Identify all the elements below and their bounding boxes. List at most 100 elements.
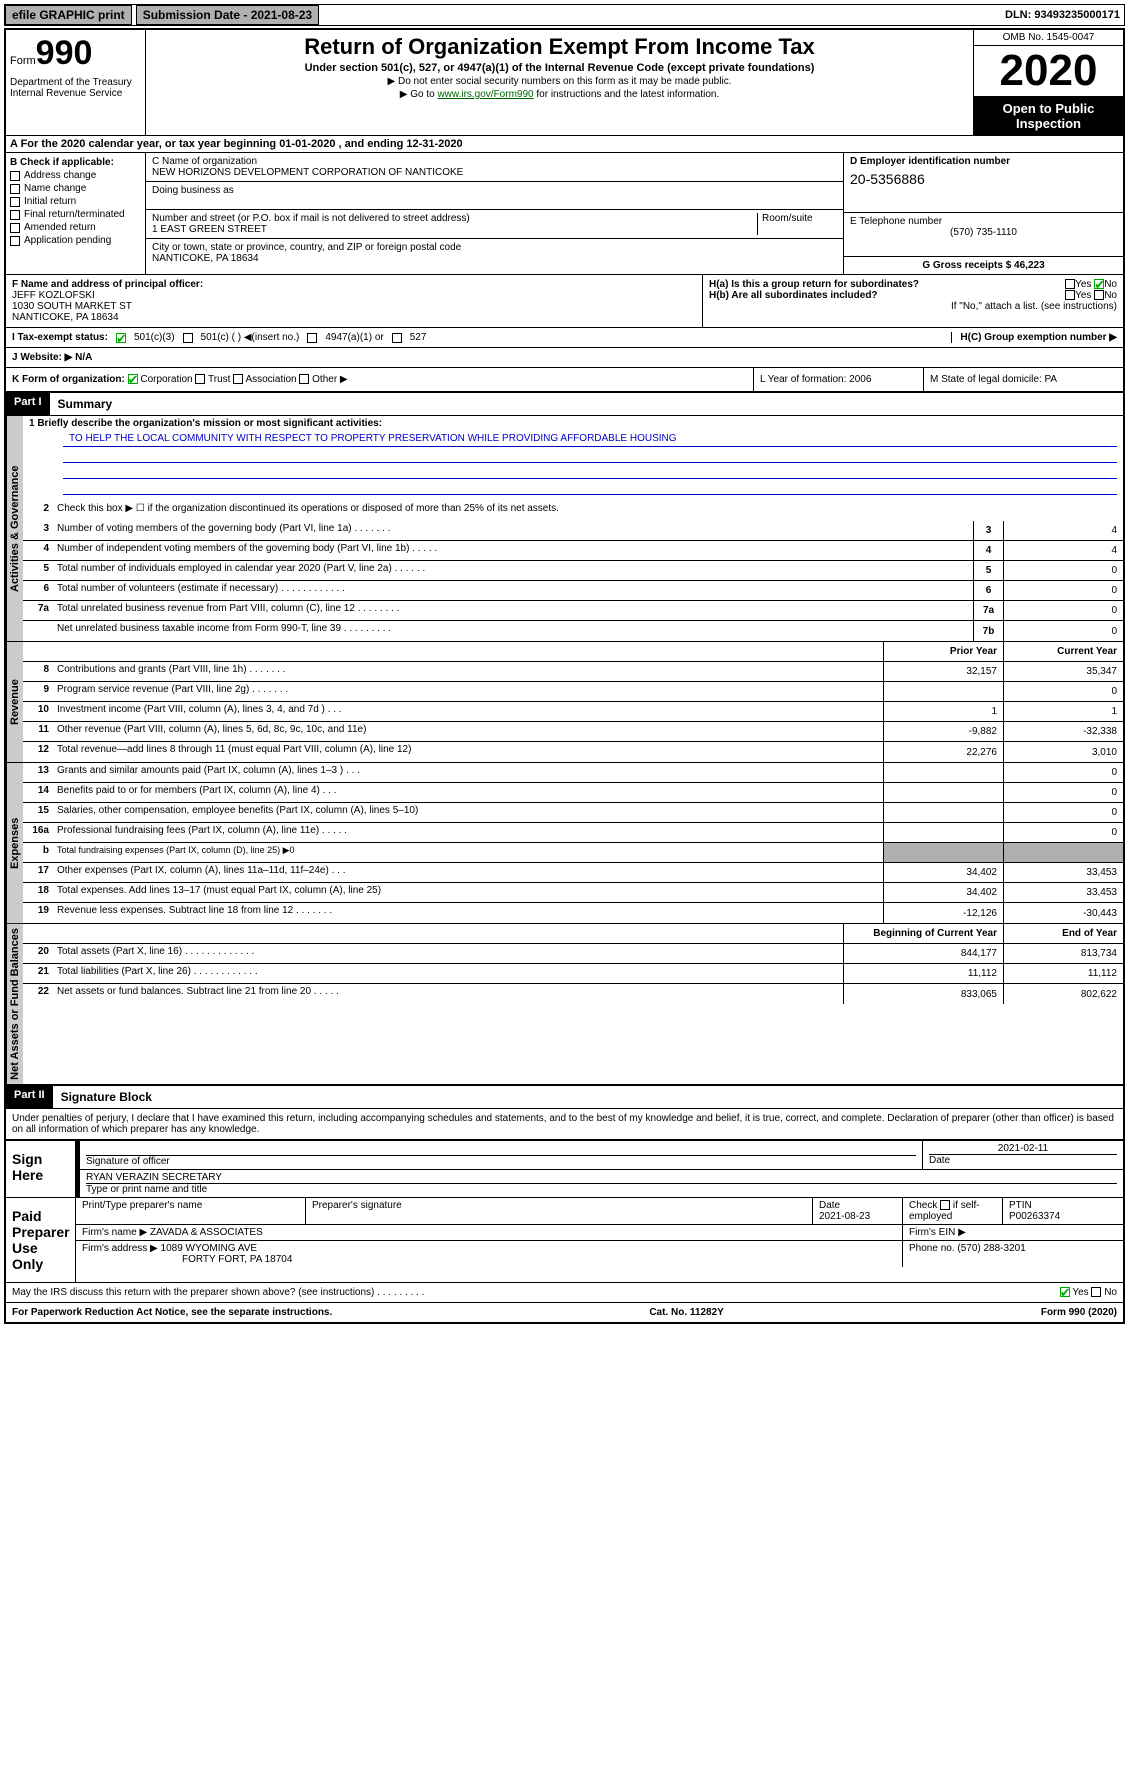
gross-receipts: G Gross receipts $ 46,223 [850,260,1117,271]
current-val: -32,338 [1003,722,1123,741]
line-desc: Total assets (Part X, line 16) . . . . .… [53,944,843,963]
org-city: NANTICOKE, PA 18634 [152,253,837,264]
discuss-no[interactable] [1091,1287,1101,1297]
line-desc: Total expenses. Add lines 13–17 (must eq… [53,883,883,902]
line-val: 0 [1003,561,1123,580]
chk-corp[interactable] [128,374,138,384]
current-val: 0 [1003,682,1123,701]
prior-val [883,783,1003,802]
current-val: 0 [1003,763,1123,782]
chk-other[interactable] [299,374,309,384]
chk-amended[interactable] [10,223,20,233]
chk-4947[interactable] [307,333,317,343]
line-desc: Number of independent voting members of … [53,541,973,560]
line-desc: Total fundraising expenses (Part IX, col… [53,843,883,862]
chk-501c[interactable] [183,333,193,343]
ptin: P00263374 [1009,1211,1117,1222]
line-desc: Net assets or fund balances. Subtract li… [53,984,843,1004]
current-val: -30,443 [1003,903,1123,923]
prior-val: 22,276 [883,742,1003,762]
line-val: 0 [1003,581,1123,600]
section-revenue: Revenue [6,642,23,762]
col-prior: Prior Year [883,642,1003,661]
line-val: 0 [1003,601,1123,620]
firm-addr2: FORTY FORT, PA 18704 [82,1254,896,1265]
checkbox-col: B Check if applicable: Address change Na… [6,153,146,274]
line-desc: Number of voting members of the governin… [53,521,973,540]
line-box: 7a [973,601,1003,620]
firm-addr1: 1089 WYOMING AVE [161,1243,258,1254]
h-note: If "No," attach a list. (see instruction… [709,301,1117,312]
line-val: 4 [1003,541,1123,560]
irs-link[interactable]: www.irs.gov/Form990 [437,89,533,100]
current-val: 1 [1003,702,1123,721]
section-expenses: Expenses [6,763,23,923]
col-begin: Beginning of Current Year [843,924,1003,943]
section-netassets: Net Assets or Fund Balances [6,924,23,1084]
open-public: Open to Public Inspection [974,97,1123,135]
website-value: N/A [75,352,92,363]
current-val: 35,347 [1003,662,1123,681]
current-val: 33,453 [1003,883,1123,902]
firm-name: ZAVADA & ASSOCIATES [150,1227,263,1238]
line1-label: 1 Briefly describe the organization's mi… [23,416,1123,431]
prior-val [883,823,1003,842]
footer-paperwork: For Paperwork Reduction Act Notice, see … [12,1307,332,1318]
footer-form: Form 990 (2020) [1041,1307,1117,1318]
line-box: 6 [973,581,1003,600]
addr-label: Number and street (or P.O. box if mail i… [152,213,757,224]
prior-val: 34,402 [883,863,1003,882]
city-label: City or town, state or province, country… [152,242,837,253]
begin-val: 11,112 [843,964,1003,983]
subdate-btn[interactable]: Submission Date - 2021-08-23 [136,5,319,25]
line-desc: Professional fundraising fees (Part IX, … [53,823,883,842]
tax-year: 2020 [974,46,1123,97]
chk-initial[interactable] [10,197,20,207]
line-desc: Investment income (Part VIII, column (A)… [53,702,883,721]
line-desc: Contributions and grants (Part VIII, lin… [53,662,883,681]
chk-self-emp[interactable] [940,1200,950,1210]
current-val [1003,843,1123,862]
form-subtitle: Under section 501(c), 527, or 4947(a)(1)… [154,62,965,74]
chk-501c3[interactable] [116,333,126,343]
col-end: End of Year [1003,924,1123,943]
note-ssn: ▶ Do not enter social security numbers o… [154,76,965,87]
chk-final[interactable] [10,210,20,220]
end-val: 11,112 [1003,964,1123,983]
prior-val: 34,402 [883,883,1003,902]
discuss-yes[interactable] [1060,1287,1070,1297]
phone-value: (570) 735-1110 [850,227,1117,238]
line-desc: Total number of individuals employed in … [53,561,973,580]
paid-preparer-label: Paid Preparer Use Only [6,1198,76,1282]
sig-officer-label: Signature of officer [86,1156,916,1167]
line-desc: Benefits paid to or for members (Part IX… [53,783,883,802]
prior-val: -9,882 [883,722,1003,741]
hc-label: H(C) Group exemption number ▶ [951,332,1117,343]
omb-number: OMB No. 1545-0047 [974,30,1123,46]
line-val: 0 [1003,621,1123,641]
ha-yes[interactable] [1065,279,1075,289]
note-link: ▶ Go to www.irs.gov/Form990 for instruct… [154,89,965,100]
ha-no[interactable] [1094,279,1104,289]
efile-btn[interactable]: efile GRAPHIC print [5,5,132,25]
chk-trust[interactable] [195,374,205,384]
perjury-text: Under penalties of perjury, I declare th… [6,1108,1123,1139]
part2-header: Part II [6,1086,53,1108]
sign-here-label: Sign Here [6,1141,76,1197]
firm-ein-label: Firm's EIN ▶ [903,1225,1123,1240]
chk-assoc[interactable] [233,374,243,384]
chk-name[interactable] [10,184,20,194]
line-box: 4 [973,541,1003,560]
begin-val: 833,065 [843,984,1003,1004]
hb-yes[interactable] [1065,290,1075,300]
chk-pending[interactable] [10,236,20,246]
top-bar: efile GRAPHIC print Submission Date - 20… [4,4,1125,26]
current-val: 3,010 [1003,742,1123,762]
prior-val [883,763,1003,782]
chk-527[interactable] [392,333,402,343]
line-box: 7b [973,621,1003,641]
mission-blank1 [63,449,1117,463]
line2-desc: Check this box ▶ ☐ if the organization d… [53,501,1123,521]
chk-address[interactable] [10,171,20,181]
website-label: J Website: ▶ [12,352,72,363]
